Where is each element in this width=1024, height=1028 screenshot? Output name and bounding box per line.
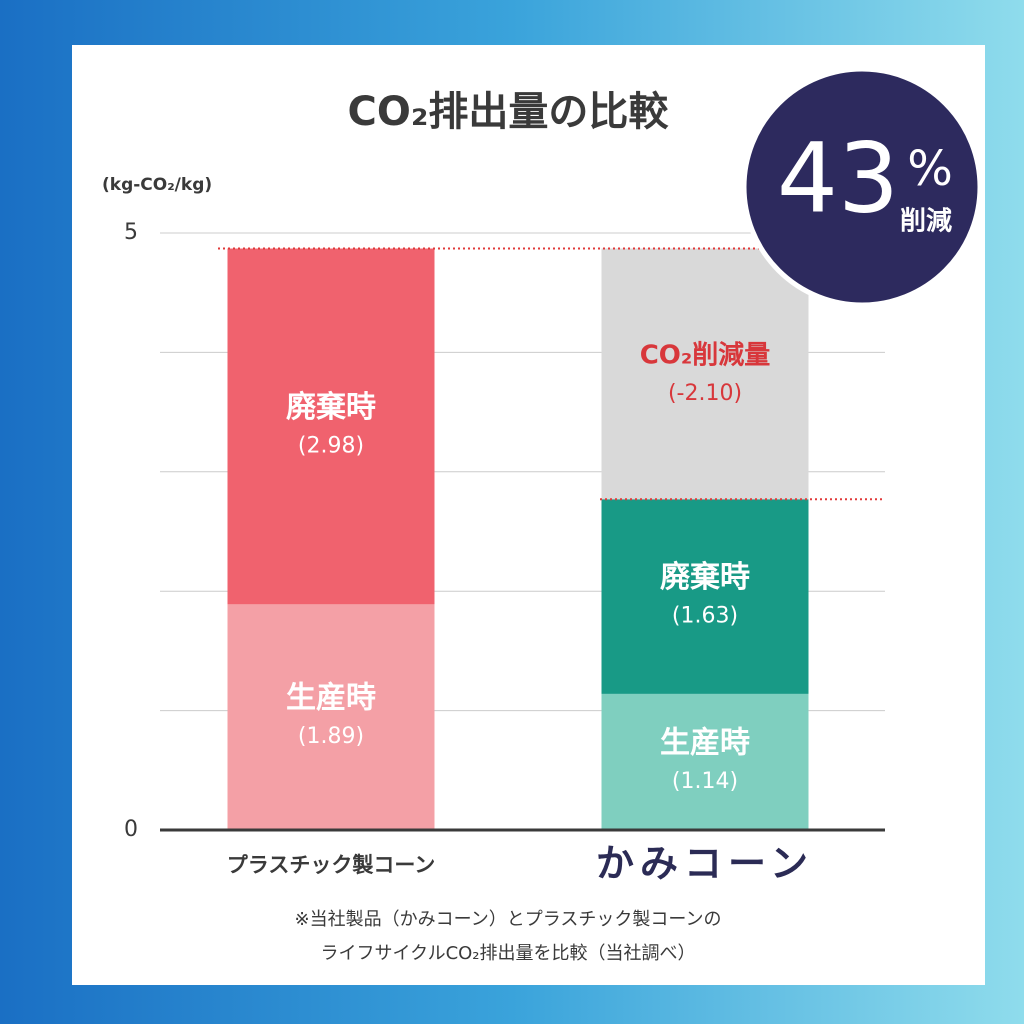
badge-number: 43 — [777, 122, 899, 234]
bar-segment — [227, 248, 435, 605]
segment-name: 生産時 — [660, 725, 750, 760]
value-label: (1.89) — [298, 724, 364, 749]
bar-segment — [601, 499, 809, 694]
bar-segment — [601, 248, 809, 500]
y-tick-label: 5 — [124, 220, 138, 245]
footnote: ※当社製品（かみコーン）とプラスチック製コーンの — [295, 909, 722, 930]
value-label: (1.63) — [672, 604, 738, 629]
chart-title: CO₂排出量の比較 — [348, 89, 670, 135]
x-tick-label: かみコーン — [596, 842, 814, 886]
badge-caption: 削減 — [900, 207, 952, 237]
segment-name: CO₂削減量 — [640, 340, 771, 370]
value-label: (-2.10) — [668, 381, 742, 406]
bar-segment — [601, 693, 809, 830]
segment-name: 廃棄時 — [286, 390, 376, 425]
badge — [741, 66, 983, 308]
value-label: (2.98) — [298, 433, 364, 458]
bar-segment — [227, 604, 435, 830]
segment-name: 生産時 — [286, 681, 376, 716]
x-tick-label: プラスチック製コーン — [227, 853, 436, 877]
y-axis-label: (kg-CO₂/kg) — [102, 175, 212, 195]
segment-name: 廃棄時 — [660, 560, 750, 595]
value-label: (1.14) — [672, 769, 738, 794]
badge-unit: % — [907, 141, 953, 197]
footnote: ライフサイクルCO₂排出量を比較（当社調べ） — [320, 943, 695, 964]
y-tick-label: 0 — [124, 817, 138, 842]
